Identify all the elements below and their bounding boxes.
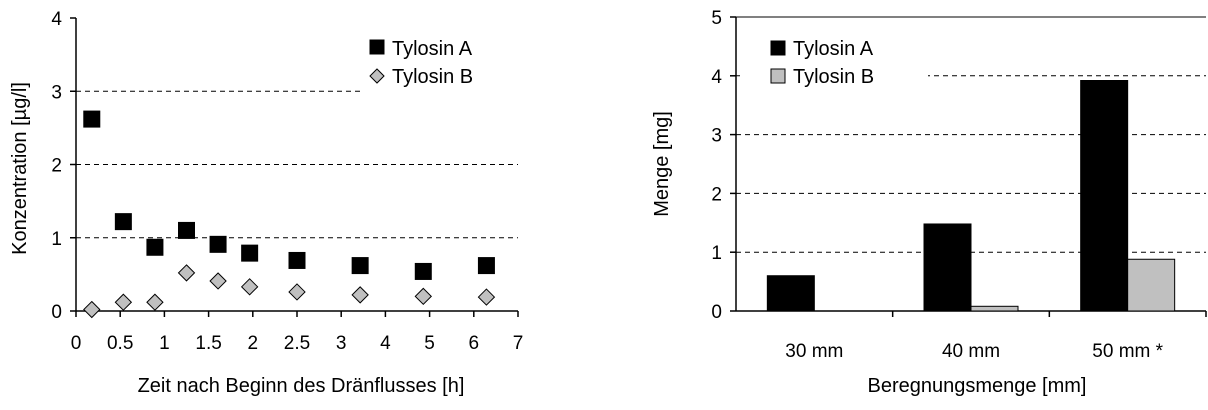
tylosin-b-point bbox=[414, 287, 432, 306]
bar-tylosin-a bbox=[766, 275, 815, 312]
tylosin-a-point bbox=[414, 262, 432, 280]
x-category-label: 30 mm bbox=[785, 341, 843, 362]
legend-label-tylosin-b: Tylosin B bbox=[793, 66, 874, 88]
tylosin-b-point bbox=[240, 278, 259, 296]
legend-swatch-tylosin-b bbox=[369, 68, 385, 84]
legend-label-tylosin-a: Tylosin A bbox=[392, 38, 473, 60]
legend-label-tylosin-a: Tylosin A bbox=[793, 38, 874, 60]
tylosin-b-point bbox=[83, 300, 101, 319]
tylosin-b-point bbox=[146, 293, 164, 311]
legend-background bbox=[360, 28, 518, 106]
tylosin-a-point bbox=[288, 251, 306, 269]
x-tick-label: 2 bbox=[248, 333, 259, 354]
tylosin-a-point bbox=[477, 257, 495, 275]
legend-swatch-tylosin-b bbox=[770, 68, 786, 84]
x-tick-label: 4 bbox=[380, 333, 391, 354]
bar-tylosin-a bbox=[923, 223, 972, 312]
x-tick-label: 7 bbox=[513, 333, 524, 354]
tylosin-b-point bbox=[209, 272, 227, 290]
x-axis-title: Zeit nach Beginn des Dränflusses [h] bbox=[138, 375, 465, 397]
legend-label-tylosin-b: Tylosin B bbox=[392, 66, 473, 88]
y-tick-label: 4 bbox=[51, 9, 62, 30]
y-tick-label: 2 bbox=[711, 184, 722, 205]
x-category-label: 40 mm bbox=[942, 341, 1000, 362]
tylosin-b-point bbox=[288, 283, 306, 301]
y-tick-label: 1 bbox=[51, 229, 62, 250]
tylosin-a-point bbox=[114, 213, 132, 231]
x-tick-label: 6 bbox=[469, 333, 480, 354]
tylosin-b-point bbox=[351, 286, 369, 304]
y-tick-label: 2 bbox=[51, 156, 62, 177]
bar-tylosin-a bbox=[1080, 80, 1129, 312]
x-category-label: 50 mm * bbox=[1092, 341, 1163, 362]
y-tick-label: 4 bbox=[711, 67, 722, 88]
y-tick-label: 3 bbox=[51, 82, 62, 103]
x-tick-label: 0 bbox=[71, 333, 82, 354]
scatter-chart: 0 1 2 3 4 0 0.5 1 1.5 2 2.5 3 4 5 6 7 Zeit nach Beginn d… bbox=[9, 9, 523, 397]
y-axis-title: Menge [mg] bbox=[651, 111, 673, 217]
tylosin-a-point bbox=[241, 244, 259, 262]
y-tick-label: 1 bbox=[711, 243, 722, 264]
bar-tylosin-b bbox=[1127, 258, 1176, 312]
x-tick-label: 1.5 bbox=[195, 333, 221, 354]
y-tick-label: 0 bbox=[51, 302, 62, 323]
x-axis-title: Beregnungsmenge [mm] bbox=[867, 375, 1086, 397]
legend-swatch-tylosin-a bbox=[369, 39, 385, 55]
x-tick-label: 0.5 bbox=[107, 333, 133, 354]
tylosin-b-point bbox=[477, 288, 496, 306]
y-tick-label: 0 bbox=[711, 302, 722, 323]
y-tick-label: 5 bbox=[711, 8, 722, 29]
tylosin-a-point bbox=[83, 110, 101, 128]
bar-chart: 0 1 2 3 4 5 30 mm 40 mm 50 mm * Beregnungsmenge [… bbox=[651, 8, 1207, 397]
y-axis-title: Konzentration [µg/l] bbox=[9, 82, 31, 255]
tylosin-a-point bbox=[146, 238, 164, 256]
bar-tylosin-b bbox=[970, 305, 1019, 312]
tylosin-b-point bbox=[114, 293, 133, 311]
x-tick-label: 5 bbox=[424, 333, 435, 354]
tylosin-b-point bbox=[177, 264, 196, 282]
tylosin-a-point bbox=[209, 235, 227, 253]
tylosin-a-point bbox=[351, 257, 369, 275]
x-tick-label: 3 bbox=[336, 333, 347, 354]
legend-swatch-tylosin-a bbox=[770, 40, 786, 56]
x-tick-label: 2.5 bbox=[284, 333, 310, 354]
x-tick-label: 1 bbox=[159, 333, 170, 354]
tylosin-a-point bbox=[178, 221, 195, 239]
y-tick-label: 3 bbox=[711, 126, 722, 147]
